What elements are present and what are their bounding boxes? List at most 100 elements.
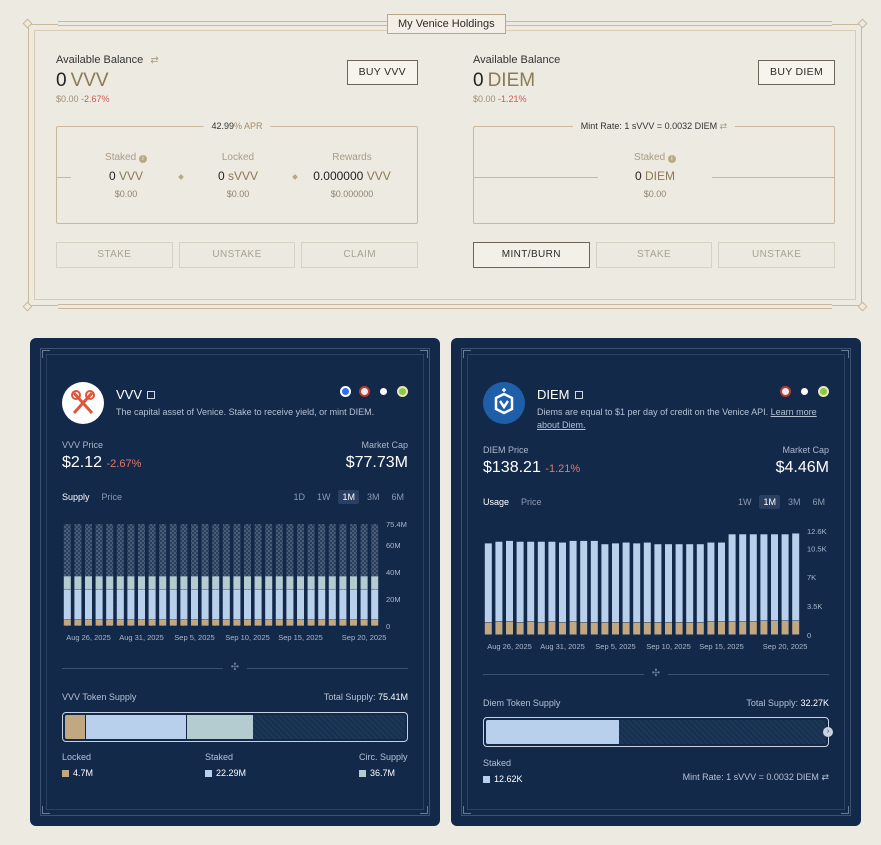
bar-staked xyxy=(106,589,114,620)
bar-locked xyxy=(707,621,715,635)
bar-locked xyxy=(516,622,524,635)
x-tick-label: Sep 5, 2025 xyxy=(174,633,214,642)
range-3m[interactable]: 3M xyxy=(787,497,801,507)
bar-staked xyxy=(328,589,336,620)
corner-ornament xyxy=(841,350,849,358)
exchange-icon[interactable] xyxy=(359,386,370,397)
stake-button[interactable]: STAKE xyxy=(56,242,173,268)
coinmarketcap-icon[interactable] xyxy=(378,386,389,397)
bar-locked xyxy=(201,619,209,626)
exchange-icon[interactable] xyxy=(780,386,791,397)
bar-staked xyxy=(95,589,103,620)
buy-diem-button[interactable]: BUY DIEM xyxy=(758,60,835,85)
range-1d[interactable]: 1D xyxy=(293,492,305,502)
bar-staked xyxy=(707,542,715,622)
bar-staked xyxy=(749,534,757,622)
bar-staked xyxy=(665,544,672,623)
legend-locked: Locked 4.7M xyxy=(62,752,94,778)
diem-description: Diems are equal to $1 per day of credit … xyxy=(537,407,817,430)
staked-segment xyxy=(486,720,619,744)
range-6m[interactable]: 6M xyxy=(391,492,404,502)
supply-bar-track xyxy=(486,720,826,744)
tab-price[interactable]: Price xyxy=(521,497,542,507)
tab-price[interactable]: Price xyxy=(101,492,123,502)
tab-usage[interactable]: Usage xyxy=(483,497,510,507)
bar-staked xyxy=(601,544,609,623)
stat-rule xyxy=(712,177,834,178)
corner-ornament xyxy=(42,806,50,814)
diem-unstake-button[interactable]: UNSTAKE xyxy=(718,242,836,268)
claim-button[interactable]: CLAIM xyxy=(301,242,419,268)
learn-more-link[interactable]: Learn more about Diem. xyxy=(537,407,817,430)
bar-circ-supply xyxy=(265,576,273,589)
info-icon[interactable]: i xyxy=(667,155,676,163)
coinmarketcap-icon[interactable] xyxy=(799,386,810,397)
bar-locked xyxy=(265,619,273,626)
bar-staked xyxy=(180,589,188,620)
range-1w[interactable]: 1W xyxy=(316,492,331,502)
x-tick-label: Aug 31, 2025 xyxy=(119,633,164,642)
range-1m[interactable]: 1M xyxy=(338,490,359,504)
bar-staked xyxy=(233,589,241,620)
corner-ornament xyxy=(857,301,868,312)
bar-staked xyxy=(643,542,651,623)
x-tick-label: Sep 10, 2025 xyxy=(225,633,270,642)
bar-circ-supply xyxy=(297,576,304,589)
vvv-balance-usd: $0.00 -2.67% xyxy=(56,94,110,104)
refresh-icon[interactable]: ⇄ xyxy=(150,55,159,66)
bar-locked xyxy=(63,619,71,626)
swap-icon[interactable]: ⇄ xyxy=(821,772,829,782)
external-link-icon[interactable] xyxy=(147,391,156,399)
mint-burn-button[interactable]: MINT/BURN xyxy=(473,242,590,268)
diem-range-tabs: 1W 1M 3M 6M xyxy=(734,495,829,509)
swap-icon[interactable]: ⇄ xyxy=(719,121,728,131)
x-tick-label: Aug 31, 2025 xyxy=(540,642,585,651)
external-link-icon[interactable] xyxy=(574,391,583,399)
bar-circ-supply xyxy=(74,576,82,589)
range-1m[interactable]: 1M xyxy=(759,495,780,509)
bar-locked xyxy=(760,620,768,635)
range-1w[interactable]: 1W xyxy=(737,497,752,507)
vvv-range-tabs: 1D 1W 1M 3M 6M xyxy=(289,490,408,504)
section-divider: ✣ xyxy=(62,662,408,674)
diem-stats-box: Mint Rate: 1 sVVV = 0.0032 DIEM ⇄ Staked… xyxy=(473,121,835,224)
range-6m[interactable]: 6M xyxy=(812,497,825,507)
bar-locked xyxy=(728,621,736,635)
diem-mcap-label: Market Cap xyxy=(782,445,829,455)
apr-caption: 42.99% APR xyxy=(203,121,271,131)
bar-locked xyxy=(360,619,368,626)
bar-locked xyxy=(95,619,103,626)
coingecko-icon[interactable] xyxy=(818,386,829,397)
diem-actions: MINT/BURN STAKE UNSTAKE xyxy=(473,242,836,268)
tab-supply[interactable]: Supply xyxy=(62,492,90,502)
bar-locked xyxy=(275,619,283,626)
coinbase-icon[interactable] xyxy=(340,386,351,397)
bar-staked xyxy=(116,589,124,620)
coingecko-icon[interactable] xyxy=(397,386,408,397)
bar-circ-supply xyxy=(191,576,198,589)
bar-staked xyxy=(212,589,220,620)
bar-staked xyxy=(537,541,545,623)
buy-vvv-button[interactable]: BUY VVV xyxy=(346,60,418,85)
bar-staked xyxy=(569,540,577,622)
range-3m[interactable]: 3M xyxy=(366,492,380,502)
bar-staked xyxy=(138,589,145,620)
corner-ornament xyxy=(42,350,50,358)
bar-locked xyxy=(569,621,577,635)
chevron-right-icon[interactable]: › xyxy=(823,727,833,737)
bar-circ-supply xyxy=(106,576,114,589)
bar-staked xyxy=(633,543,641,623)
y-tick-label: 60M xyxy=(386,541,401,550)
vvv-logo-icon xyxy=(62,382,104,424)
legend-circ-supply: Circ. Supply 36.7M xyxy=(359,752,408,778)
unstake-button[interactable]: UNSTAKE xyxy=(178,242,296,268)
info-icon[interactable]: i xyxy=(138,155,147,163)
legend-swatch xyxy=(483,775,490,783)
corner-ornament xyxy=(463,806,471,814)
diem-stake-button[interactable]: STAKE xyxy=(595,242,713,268)
bar-circ-supply xyxy=(127,576,135,589)
vvv-available-label: Available Balance ⇄ xyxy=(56,54,159,66)
bar-locked xyxy=(590,622,598,635)
diem-change: -1.21% xyxy=(498,94,527,104)
y-tick-label: 3.5K xyxy=(807,602,822,611)
